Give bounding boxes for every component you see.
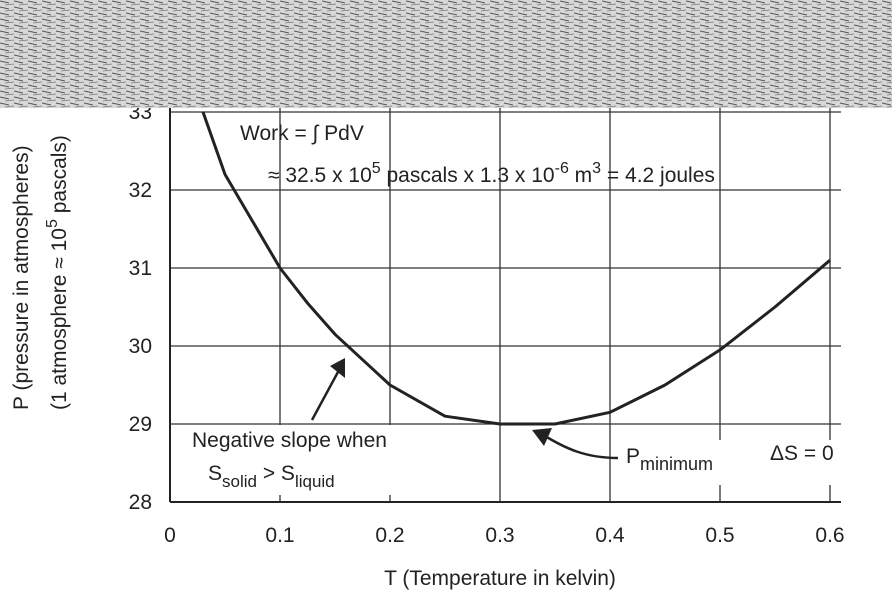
y-tick-label: 30	[129, 335, 152, 358]
annotation-part: solid	[222, 472, 257, 491]
y-tick-label: 29	[129, 413, 152, 436]
annotation-part: m	[569, 164, 592, 187]
y-axis-label-part: pascals)	[48, 135, 71, 219]
annotation: Ssolid > Sliquid	[208, 462, 335, 491]
arrow-head	[532, 428, 552, 446]
y-tick-label: 28	[129, 491, 152, 514]
label-backdrop	[180, 425, 460, 495]
curve	[201, 111, 831, 426]
x-tick-label: 0.5	[705, 524, 734, 547]
arrow-head	[330, 358, 345, 378]
annotation-part: pascals x 1.3 x 10	[381, 164, 555, 187]
annotation-part: liquid	[295, 472, 335, 491]
annotation: Negative slope when	[192, 429, 387, 452]
y-tick-label: 31	[129, 257, 152, 280]
annotation-part: P	[626, 445, 640, 468]
annotation-part: 3	[592, 160, 601, 177]
x-tick-label: 0.2	[375, 524, 404, 547]
scan-noise	[0, 0, 892, 108]
y-tick-label: 32	[129, 179, 152, 202]
annotation: Work = ∫ PdV	[240, 122, 364, 145]
y-axis-label: (1 atmosphere ≈ 105 pascals)	[44, 135, 71, 410]
annotation: ≈ 32.5 x 105 pascals x 1.3 x 10-6 m3 = 4…	[268, 160, 715, 187]
arrow	[310, 371, 340, 421]
annotation-part: > S	[257, 462, 295, 485]
label-backdrop	[612, 440, 847, 485]
y-axis-label: P (pressure in atmospheres)	[10, 145, 33, 410]
annotation-part: S	[208, 462, 222, 485]
arrow	[544, 434, 619, 460]
y-axis-label-part: (1 atmosphere ≈ 10	[48, 228, 71, 410]
arrows	[310, 358, 619, 460]
annotation-part: minimum	[640, 454, 713, 474]
y-axis-label-part: 5	[44, 219, 61, 228]
x-tick-label: 0.4	[595, 524, 625, 547]
annotation: Pminimum	[626, 445, 713, 474]
x-tick-label: 0.3	[485, 524, 514, 547]
x-axis-label: T (Temperature in kelvin)	[384, 567, 616, 590]
annotation-part: 5	[372, 160, 381, 177]
annotation-part: = 4.2 joules	[601, 164, 715, 187]
annotation-part: -6	[555, 160, 569, 177]
x-tick-label: 0.1	[265, 524, 294, 547]
annotation: ΔS = 0	[770, 442, 834, 465]
annotation-part: ≈ 32.5 x 10	[268, 164, 372, 187]
x-tick-label: 0.6	[815, 524, 844, 547]
x-tick-label: 0	[164, 524, 176, 547]
